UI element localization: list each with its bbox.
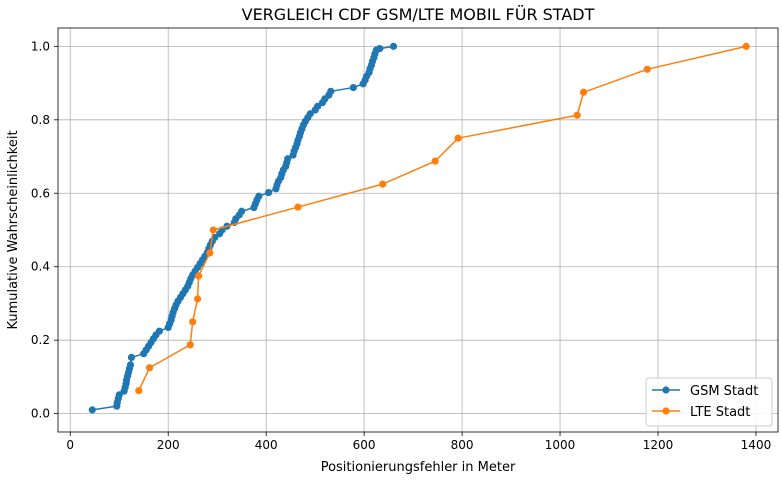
- y-tick-label: 1.0: [31, 39, 50, 53]
- data-point-lte-stadt: [194, 272, 203, 280]
- x-axis-label: Positionierungsfehler in Meter: [321, 460, 516, 475]
- data-point-gsm-stadt: [327, 87, 335, 95]
- data-point-gsm-stadt: [127, 353, 136, 362]
- plot-area: [88, 42, 750, 414]
- x-tick-label: 1200: [643, 438, 674, 452]
- axis-ticks: 0 200 400 600 800 1000 1200 1400 0.0 0.2 0.4 0.6 0.8…: [31, 39, 771, 452]
- data-point-lte-stadt: [294, 203, 302, 211]
- legend: GSM Stadt LTE Stadt: [645, 377, 773, 427]
- data-point-lte-stadt: [742, 42, 750, 50]
- data-point-gsm-stadt: [155, 327, 163, 335]
- data-point-gsm-stadt: [313, 102, 322, 110]
- grid: [58, 28, 778, 432]
- x-tick-label: 200: [157, 438, 180, 452]
- data-point-gsm-stadt: [306, 110, 314, 118]
- series-line-lte-stadt: [138, 45, 747, 391]
- data-point-gsm-stadt: [389, 42, 398, 50]
- data-point-gsm-stadt: [115, 391, 123, 399]
- legend-marker-gsm: [662, 386, 670, 394]
- legend-marker-lte: [662, 407, 670, 415]
- data-point-lte-stadt: [189, 318, 197, 326]
- data-point-lte-stadt: [206, 249, 214, 257]
- legend-label-gsm: GSM Stadt: [690, 384, 758, 399]
- data-point-lte-stadt: [643, 65, 651, 73]
- y-tick-label: 0.8: [31, 113, 50, 127]
- y-tick-label: 0.6: [31, 186, 50, 200]
- data-point-gsm-stadt: [126, 361, 135, 369]
- data-point-lte-stadt: [135, 387, 143, 395]
- data-point-lte-stadt: [209, 226, 217, 234]
- data-point-gsm-stadt: [255, 192, 263, 200]
- data-point-gsm-stadt: [284, 155, 292, 163]
- data-point-gsm-stadt: [265, 188, 273, 197]
- x-tick-label: 800: [451, 438, 474, 452]
- legend-label-lte: LTE Stadt: [690, 405, 750, 420]
- data-point-lte-stadt: [431, 157, 439, 165]
- y-tick-label: 0.4: [31, 260, 50, 274]
- chart-title: VERGLEICH CDF GSM/LTE MOBIL FÜR STADT: [242, 5, 595, 24]
- x-tick-label: 1000: [545, 438, 576, 452]
- x-tick-label: 1400: [741, 438, 772, 452]
- data-point-lte-stadt: [379, 180, 387, 188]
- data-point-gsm-stadt: [238, 207, 246, 215]
- x-tick-label: 400: [255, 438, 278, 452]
- data-point-lte-stadt: [454, 134, 462, 142]
- x-tick-label: 600: [353, 438, 376, 452]
- data-point-lte-stadt: [579, 88, 588, 96]
- data-point-gsm-stadt: [88, 406, 96, 414]
- axes-frame: [57, 27, 779, 433]
- x-tick-label: 0: [66, 438, 74, 452]
- y-axis-label: Kumulative Wahrscheinlichkeit: [6, 130, 21, 329]
- data-point-lte-stadt: [186, 341, 194, 349]
- data-point-lte-stadt: [145, 364, 154, 372]
- series-line-gsm-stadt: [92, 45, 394, 411]
- data-point-lte-stadt: [573, 111, 581, 119]
- y-tick-label: 0.2: [31, 333, 50, 347]
- data-point-lte-stadt: [193, 295, 202, 303]
- y-tick-label: 0.0: [31, 407, 50, 421]
- data-point-gsm-stadt: [376, 44, 384, 53]
- data-point-gsm-stadt: [349, 83, 357, 92]
